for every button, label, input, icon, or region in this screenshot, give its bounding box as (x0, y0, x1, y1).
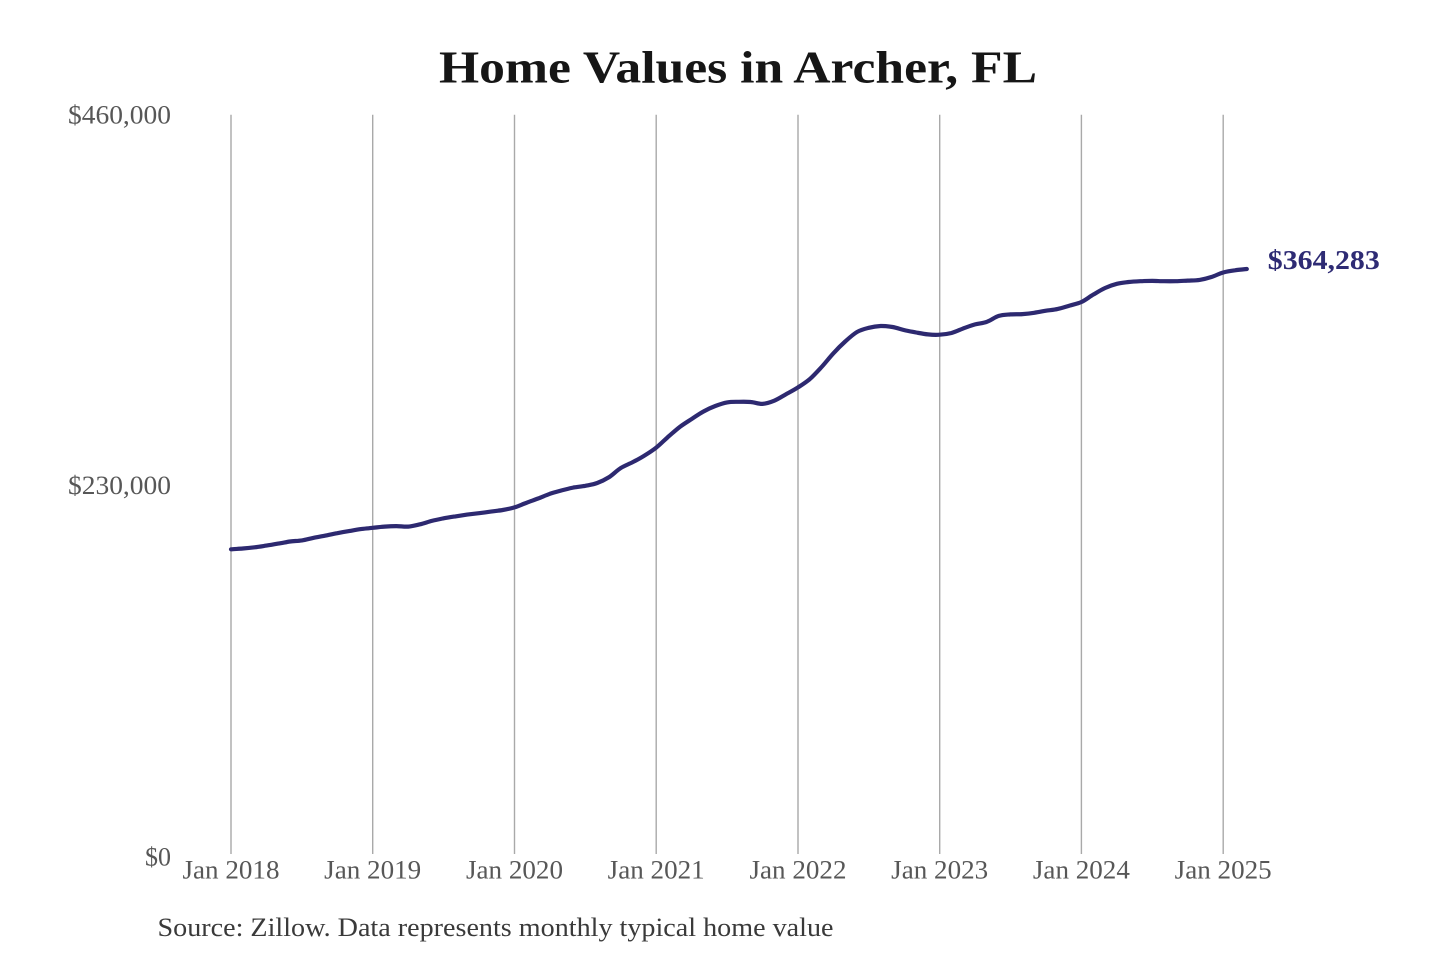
svg-text:Jan 2024: Jan 2024 (1033, 855, 1130, 884)
svg-text:Home Values in Archer, FL: Home Values in Archer, FL (439, 42, 1037, 93)
svg-text:$0: $0 (145, 843, 171, 872)
svg-text:Jan 2022: Jan 2022 (750, 855, 847, 884)
svg-text:Jan 2025: Jan 2025 (1175, 855, 1272, 884)
svg-text:Jan 2023: Jan 2023 (891, 855, 988, 884)
svg-text:Jan 2020: Jan 2020 (466, 855, 563, 884)
svg-text:$364,283: $364,283 (1268, 245, 1380, 275)
svg-text:$460,000: $460,000 (68, 100, 171, 129)
svg-text:Jan 2019: Jan 2019 (324, 855, 421, 884)
svg-text:Jan 2018: Jan 2018 (183, 855, 280, 884)
svg-text:$230,000: $230,000 (68, 471, 171, 500)
svg-text:Source: Zillow. Data represent: Source: Zillow. Data represents monthly … (158, 913, 834, 942)
svg-text:Jan 2021: Jan 2021 (608, 855, 705, 884)
